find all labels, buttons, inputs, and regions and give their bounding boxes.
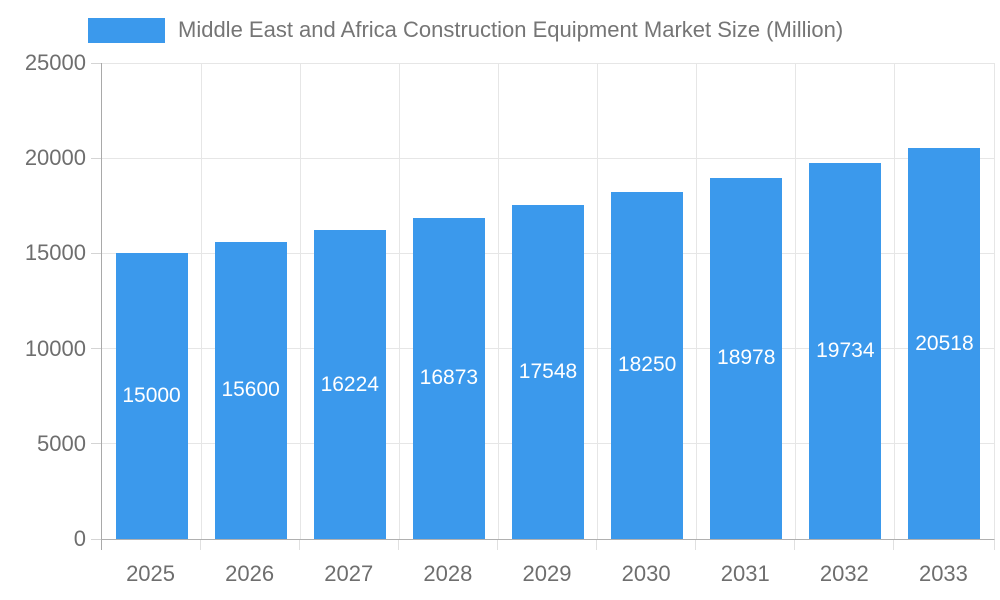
bar-value-label-2032: 19734 xyxy=(816,339,875,363)
y-axis-label-15000: 15000 xyxy=(24,240,86,266)
bar-value-label-2028: 16873 xyxy=(419,366,479,390)
gridline-x-3 xyxy=(398,63,400,539)
bar-value-label-2031: 18978 xyxy=(717,346,776,370)
gridline-x-4 xyxy=(497,63,499,539)
y-axis-tick-20000 xyxy=(91,157,101,159)
x-axis-tick-6 xyxy=(695,540,697,550)
bar-value-label-2029: 17548 xyxy=(518,359,578,383)
y-axis-tick-10000 xyxy=(91,348,101,350)
bar-2026: 15600 xyxy=(214,241,287,539)
gridline-x-7 xyxy=(795,63,797,539)
y-axis-tick-0 xyxy=(91,538,101,540)
legend-swatch xyxy=(88,17,165,43)
gridline-x-1 xyxy=(200,63,202,539)
x-axis-tick-3 xyxy=(397,540,399,550)
bar-value-label-2033: 20518 xyxy=(915,331,974,355)
x-axis-tick-4 xyxy=(496,540,498,550)
x-axis-label-2026: 2026 xyxy=(225,561,275,586)
bar-value-label-2027: 16224 xyxy=(320,372,379,396)
gridline-x-6 xyxy=(696,63,698,539)
bar-2031: 18978 xyxy=(710,177,783,539)
x-axis-label-2029: 2029 xyxy=(522,561,572,586)
x-axis-tick-9 xyxy=(993,540,995,550)
y-axis-tick-25000 xyxy=(91,62,101,64)
x-axis-label-2030: 2030 xyxy=(621,561,671,586)
y-axis-label-25000: 25000 xyxy=(24,50,86,75)
bar-value-label-2030: 18250 xyxy=(617,353,677,377)
bar-2025: 15000 xyxy=(115,253,188,539)
x-axis-tick-2 xyxy=(298,540,300,550)
gridline-y-25000 xyxy=(102,62,994,64)
gridline-x-5 xyxy=(597,63,599,539)
bar-2030: 18250 xyxy=(611,191,684,539)
y-axis-label-10000: 10000 xyxy=(24,335,86,361)
bar-2033: 20518 xyxy=(908,148,981,539)
bar-2028: 16873 xyxy=(412,217,485,539)
x-axis-tick-8 xyxy=(893,540,895,550)
x-axis-label-2025: 2025 xyxy=(126,561,176,586)
y-axis-label-20000: 20000 xyxy=(24,145,86,171)
x-axis-label-2032: 2032 xyxy=(819,561,869,586)
x-axis-tick-5 xyxy=(596,540,598,550)
bar-value-label-2025: 15000 xyxy=(122,384,181,408)
gridline-y-20000 xyxy=(102,157,994,159)
y-axis-label-5000: 5000 xyxy=(37,430,86,456)
x-axis-tick-7 xyxy=(794,540,796,550)
x-axis-label-2028: 2028 xyxy=(423,561,473,586)
x-axis-label-2033: 2033 xyxy=(918,561,968,586)
legend-item[interactable]: Middle East and Africa Construction Equi… xyxy=(88,15,843,45)
plot-area: 15000 15600 16224 16873 17548 18250 18978 19734… xyxy=(101,62,995,540)
legend-label: Middle East and Africa Construction Equi… xyxy=(178,17,844,42)
x-axis-label-2031: 2031 xyxy=(720,561,770,586)
x-axis-label-2027: 2027 xyxy=(324,561,374,586)
y-axis-tick-15000 xyxy=(91,252,101,254)
y-axis-label-0: 0 xyxy=(73,526,86,551)
x-axis-tick-1 xyxy=(199,540,201,550)
gridline-x-8 xyxy=(894,63,896,539)
gridline-x-2 xyxy=(299,63,301,539)
y-axis-tick-5000 xyxy=(91,443,101,445)
bar-2027: 16224 xyxy=(313,230,386,539)
bar-value-label-2026: 15600 xyxy=(221,378,280,402)
bar-2029: 17548 xyxy=(512,204,584,539)
bar-2032: 19734 xyxy=(809,163,882,539)
x-axis-tick-0 xyxy=(100,540,102,550)
